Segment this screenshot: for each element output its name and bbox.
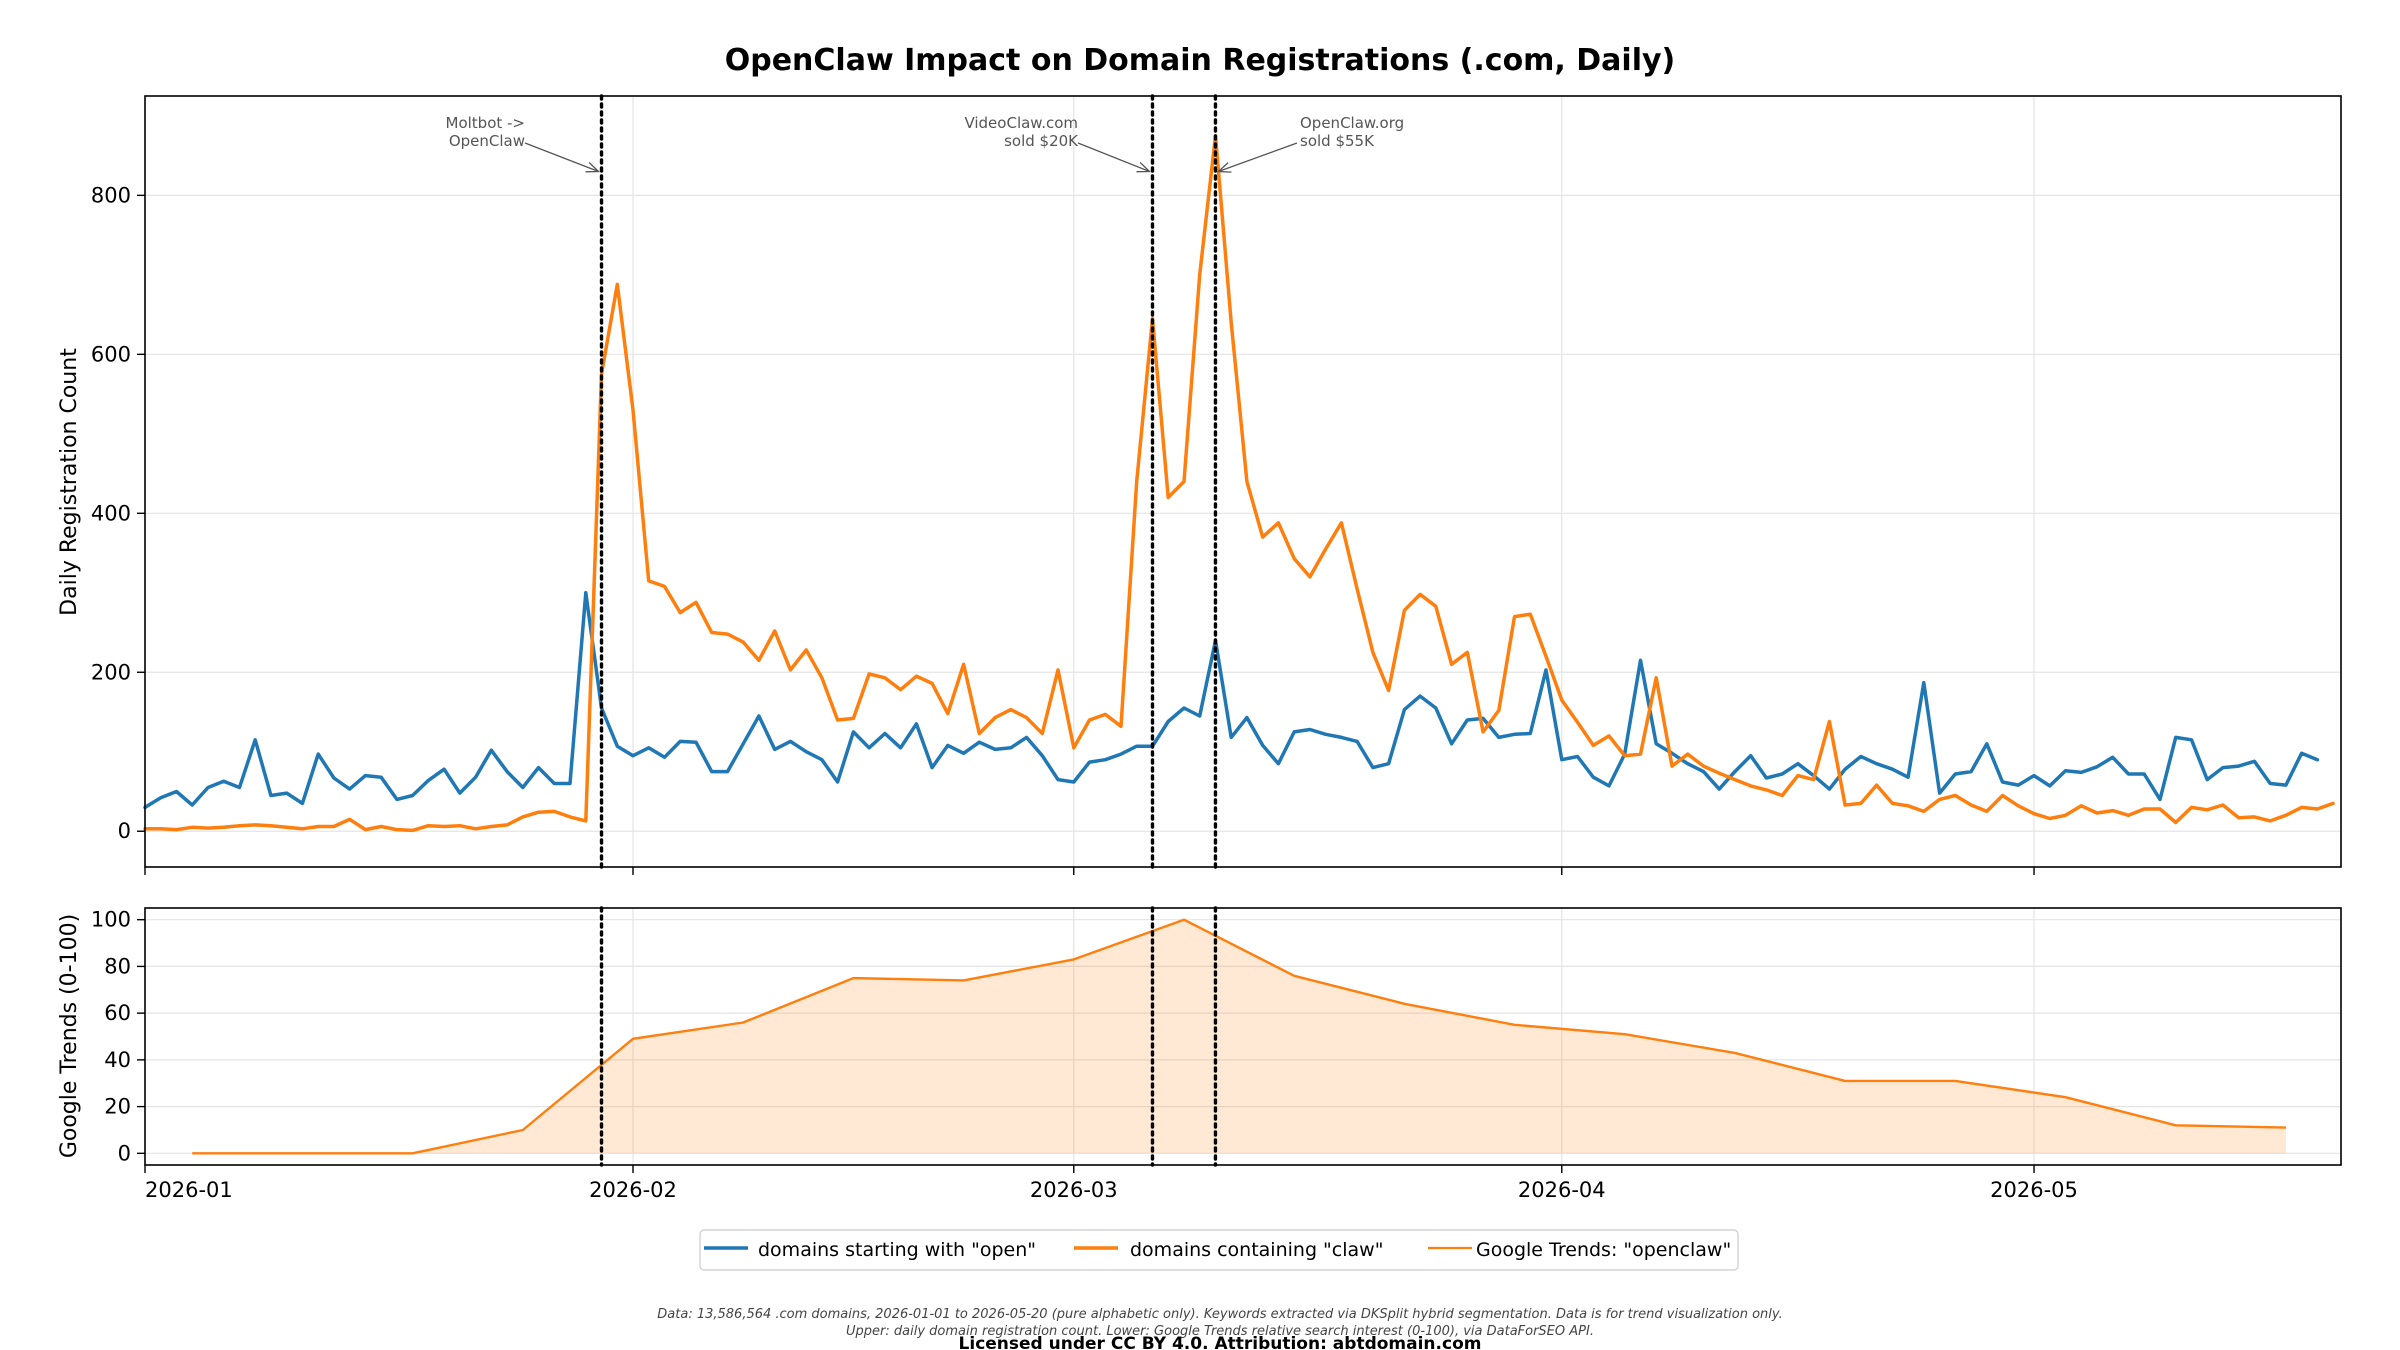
legend-label-claw: domains containing "claw" — [1130, 1239, 1383, 1261]
annotation-label-1: Moltbot -> — [446, 114, 526, 132]
top-y-axis: 0 200 400 600 800 — [91, 183, 145, 843]
top-event-lines — [599, 94, 1218, 869]
chart-title: OpenClaw Impact on Domain Registrations … — [725, 43, 1676, 78]
trends-area — [192, 919, 2286, 1154]
footnote-line-2: Upper: daily domain registration count. … — [846, 1324, 1594, 1339]
annotation-label-2: sold $20K — [1004, 132, 1079, 150]
bottom-event-lines — [599, 906, 1218, 1167]
top-y-tick-label: 800 — [91, 183, 131, 207]
x-tick-label: 2026-03 — [1030, 1178, 1118, 1202]
license-text-visible: Licensed under CC BY 4.0. Attribution: a… — [959, 1334, 1482, 1350]
annotation-label-2: VideoClaw.com — [964, 114, 1078, 132]
x-tick-label: 2026-04 — [1518, 1178, 1606, 1202]
bottom-y-axis: 0 20 40 60 80 100 — [91, 908, 145, 1165]
x-tick-label: 2026-05 — [1990, 1178, 2078, 1202]
annotation-arrowhead-1 — [585, 162, 601, 173]
annotation-arrowhead-3 — [1216, 162, 1232, 173]
bottom-y-tick-label: 80 — [104, 954, 131, 978]
annotation-label-1: OpenClaw — [449, 132, 525, 150]
series-line-open — [143, 591, 2320, 810]
annotation-label-3: OpenClaw.org — [1300, 114, 1404, 132]
x-tick-label: 2026-02 — [589, 1178, 677, 1202]
bottom-y-tick-label: 40 — [104, 1048, 131, 1072]
legend-label-open: domains starting with "open" — [758, 1239, 1036, 1261]
bottom-y-axis-label: Google Trends (0-100) — [57, 914, 82, 1158]
annotation-arrowhead-2 — [1136, 161, 1152, 173]
top-y-tick-label: 0 — [118, 819, 131, 843]
top-plot-frame — [144, 95, 2342, 868]
series-line-claw — [143, 133, 2335, 833]
top-y-axis-label: Daily Registration Count — [57, 348, 82, 616]
legend-label-trends: Google Trends: "openclaw" — [1476, 1239, 1731, 1261]
top-x-tick-marks — [144, 867, 2035, 875]
top-y-tick-label: 200 — [91, 660, 131, 684]
bottom-series — [192, 918, 2286, 1155]
bottom-y-tick-label: 20 — [104, 1095, 131, 1119]
legend-box — [699, 1229, 1739, 1271]
annotation-arrow-2 — [1077, 142, 1150, 173]
annotation-label-3: sold $55K — [1300, 132, 1375, 150]
top-y-tick-label: 600 — [91, 342, 131, 366]
x-axis: 2026-01 2026-02 2026-03 2026-04 2026-05 — [144, 1165, 2078, 1202]
bottom-y-tick-label: 0 — [118, 1141, 131, 1165]
bottom-y-tick-label: 100 — [91, 908, 131, 932]
top-grid — [144, 96, 2341, 867]
annotation-arrow-3 — [1218, 142, 1298, 173]
bottom-plot-frame — [144, 907, 2342, 1166]
x-tick-label: 2026-01 — [145, 1178, 233, 1202]
top-y-tick-label: 400 — [91, 501, 131, 525]
annotation-arrow-1 — [524, 142, 599, 173]
bottom-y-tick-label: 60 — [104, 1001, 131, 1025]
top-series — [143, 133, 2335, 833]
footnote-line-1: Data: 13,586,564 .com domains, 2026-01-0… — [657, 1307, 1782, 1322]
series-line-trends — [192, 918, 2286, 1155]
legend: domains starting with "open" domains con… — [699, 1229, 1739, 1271]
bottom-grid — [144, 908, 2341, 1165]
